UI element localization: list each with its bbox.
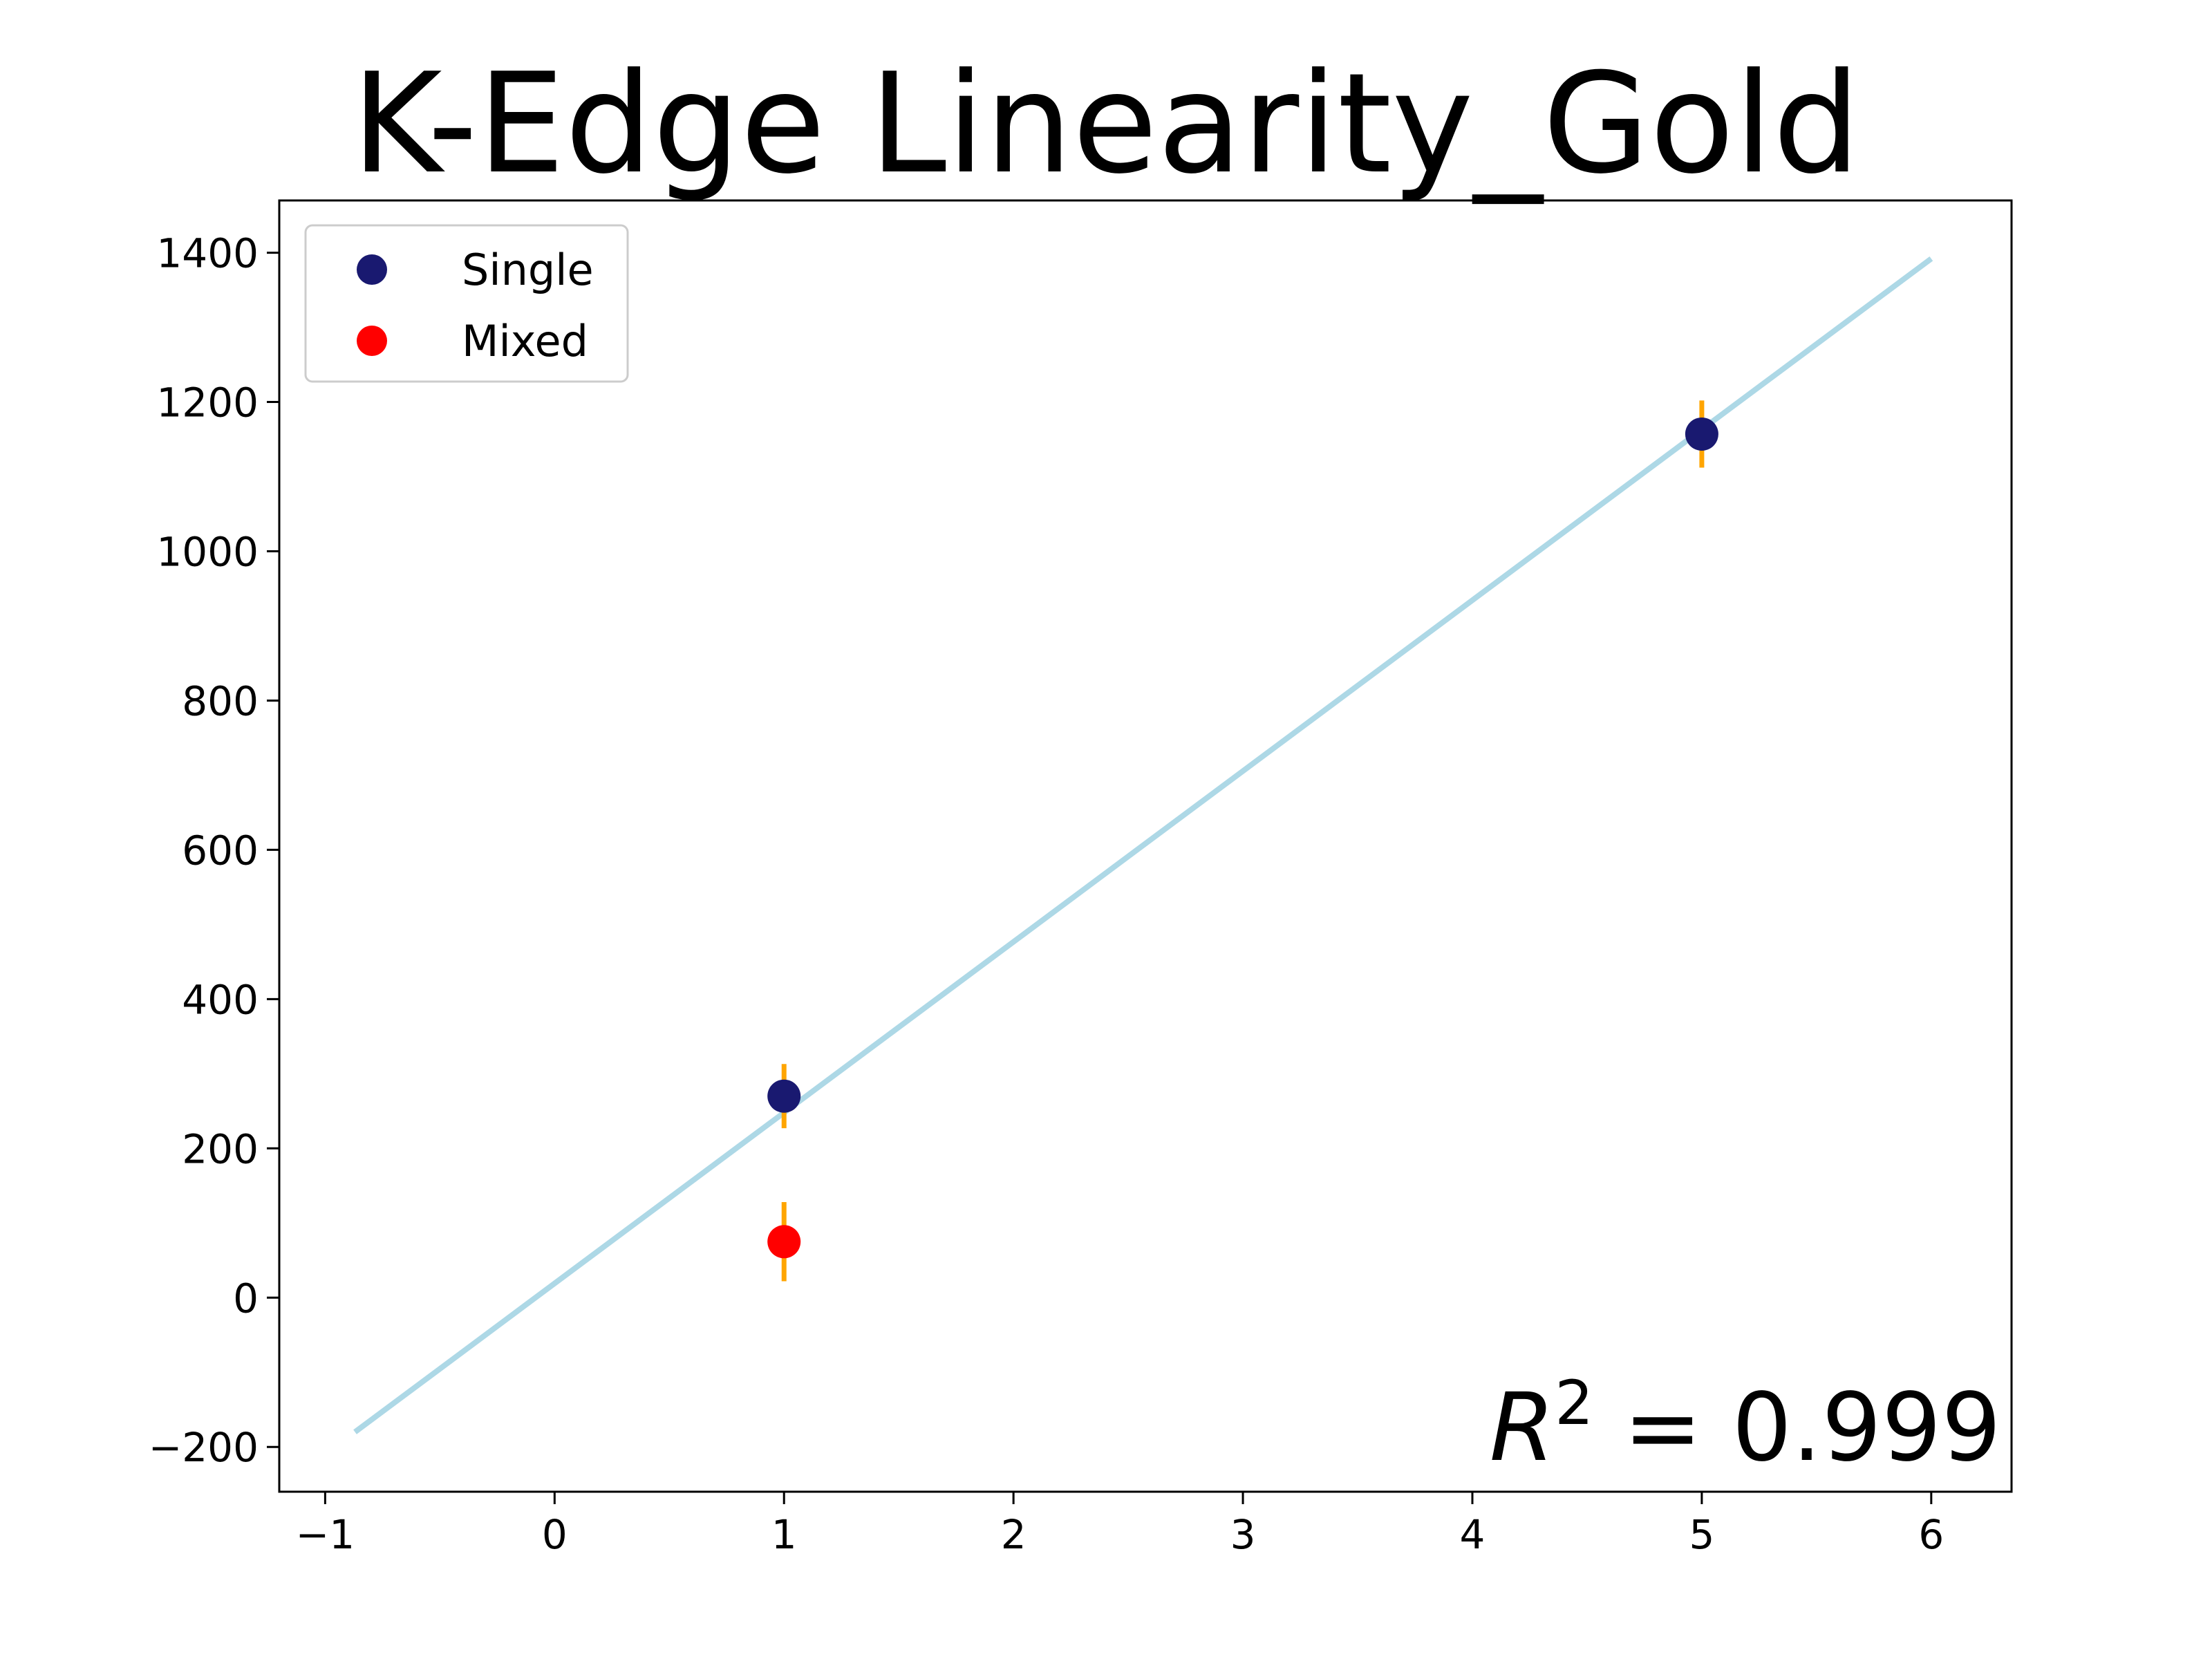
y-tick-label: 800 (182, 677, 259, 724)
y-tick-label: 1400 (156, 230, 259, 277)
legend-label-single: Single (462, 245, 594, 295)
y-tick-label: 1000 (156, 528, 259, 575)
x-tick-label: −1 (296, 1511, 355, 1558)
fit-layer (353, 256, 1933, 1434)
chart-title: K-Edge Linearity_Gold (351, 44, 1860, 205)
x-tick-label: 2 (1001, 1511, 1027, 1558)
x-tick-label: 6 (1918, 1511, 1944, 1558)
x-tick-label: 4 (1460, 1511, 1485, 1558)
y-axis: −200 0 200 400 600 800 1000 1200 1400 (149, 230, 279, 1471)
data-point-single-1 (1685, 417, 1718, 451)
legend: Single Mixed (304, 224, 629, 383)
legend-marker-mixed (357, 326, 387, 356)
y-tick-label: 0 (233, 1275, 259, 1322)
data-point-mixed-0 (767, 1225, 801, 1259)
r2-value: = 0.999 (1593, 1374, 2001, 1483)
y-tick-label: 600 (182, 827, 259, 874)
y-tick-label: 400 (182, 976, 259, 1023)
x-tick-label: 5 (1689, 1511, 1714, 1558)
data-point-single-0 (767, 1079, 801, 1113)
x-tick-label: 3 (1230, 1511, 1256, 1558)
r-squared-annotation: R2 = 0.999 (1490, 1367, 2001, 1483)
fit-line (353, 256, 1933, 1434)
y-tick-label: −200 (149, 1424, 259, 1471)
plot-frame (278, 199, 2013, 1493)
point-layer (767, 417, 1718, 1259)
x-tick-label: 0 (542, 1511, 568, 1558)
legend-label-mixed: Mixed (462, 316, 588, 366)
y-tick-label: 1200 (156, 379, 259, 427)
r2-superscript: 2 (1555, 1367, 1593, 1438)
x-tick-label: 1 (771, 1511, 797, 1558)
r2-base: R (1490, 1374, 1555, 1483)
legend-marker-single (357, 254, 387, 285)
x-axis: −1 0 1 2 3 4 5 6 (296, 1492, 1944, 1558)
y-tick-label: 200 (182, 1125, 259, 1172)
